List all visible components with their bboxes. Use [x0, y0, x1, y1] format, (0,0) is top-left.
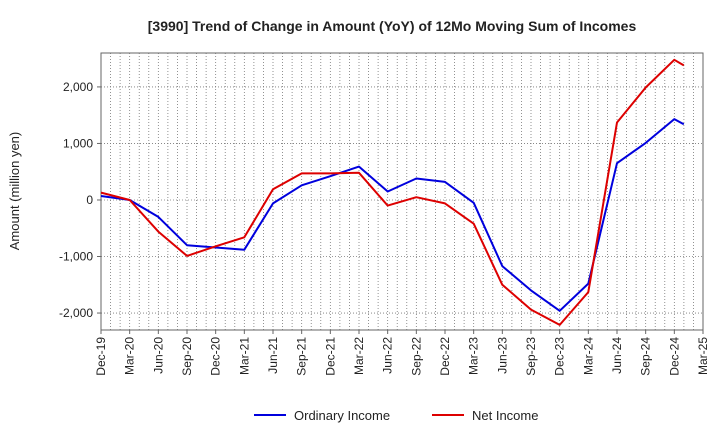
- x-axis: Dec-19 Mar-20 Jun-20 Sep-20 Dec-20 Mar-21 Jun-…: [94, 330, 710, 376]
- x-tick-label: Jun-23: [495, 337, 509, 374]
- legend-label-ordinary-income: Ordinary Income: [294, 408, 390, 423]
- plot-area: [100, 52, 704, 331]
- x-tick-label: Mar-23: [467, 337, 481, 375]
- x-tick-label: Mar-20: [123, 337, 137, 375]
- x-tick-label: Dec-24: [667, 337, 681, 376]
- x-tick-label: Dec-22: [438, 337, 452, 376]
- x-tick-label: Dec-21: [323, 337, 337, 376]
- grid: [101, 53, 703, 330]
- y-tick-label: 2,000: [63, 80, 93, 94]
- y-tick-label: -1,000: [59, 250, 93, 264]
- x-tick-label: Dec-19: [94, 337, 108, 376]
- x-tick-label: Jun-21: [266, 337, 280, 374]
- x-tick-label: Sep-20: [180, 337, 194, 376]
- x-tick-label: Jun-22: [381, 337, 395, 374]
- x-tick-label: Jun-24: [610, 337, 624, 374]
- y-tick-label: 1,000: [63, 136, 93, 150]
- x-tick-label: Sep-24: [639, 337, 653, 376]
- y-axis: -2,000 -1,000 0 1,000 2,000: [59, 80, 101, 320]
- y-tick-label: 0: [86, 193, 93, 207]
- y-axis-label: Amount (million yen): [7, 132, 22, 251]
- chart-title: [3990] Trend of Change in Amount (YoY) o…: [148, 18, 637, 34]
- series-group: [100, 58, 685, 326]
- legend-label-net-income: Net Income: [472, 408, 538, 423]
- x-tick-label: Mar-25: [696, 337, 710, 375]
- series-line-net-income: [100, 58, 685, 326]
- x-tick-label: Sep-21: [295, 337, 309, 376]
- x-tick-label: Mar-24: [581, 337, 595, 375]
- x-tick-label: Dec-23: [553, 337, 567, 376]
- series-line-ordinary-income: [100, 118, 685, 312]
- x-tick-label: Mar-22: [352, 337, 366, 375]
- x-tick-label: Jun-20: [151, 337, 165, 374]
- x-tick-label: Sep-22: [409, 337, 423, 376]
- legend: Ordinary Income Net Income: [254, 408, 538, 423]
- x-tick-label: Sep-23: [524, 337, 538, 376]
- x-tick-label: Mar-21: [237, 337, 251, 375]
- y-tick-label: -2,000: [59, 306, 93, 320]
- x-tick-label: Dec-20: [209, 337, 223, 376]
